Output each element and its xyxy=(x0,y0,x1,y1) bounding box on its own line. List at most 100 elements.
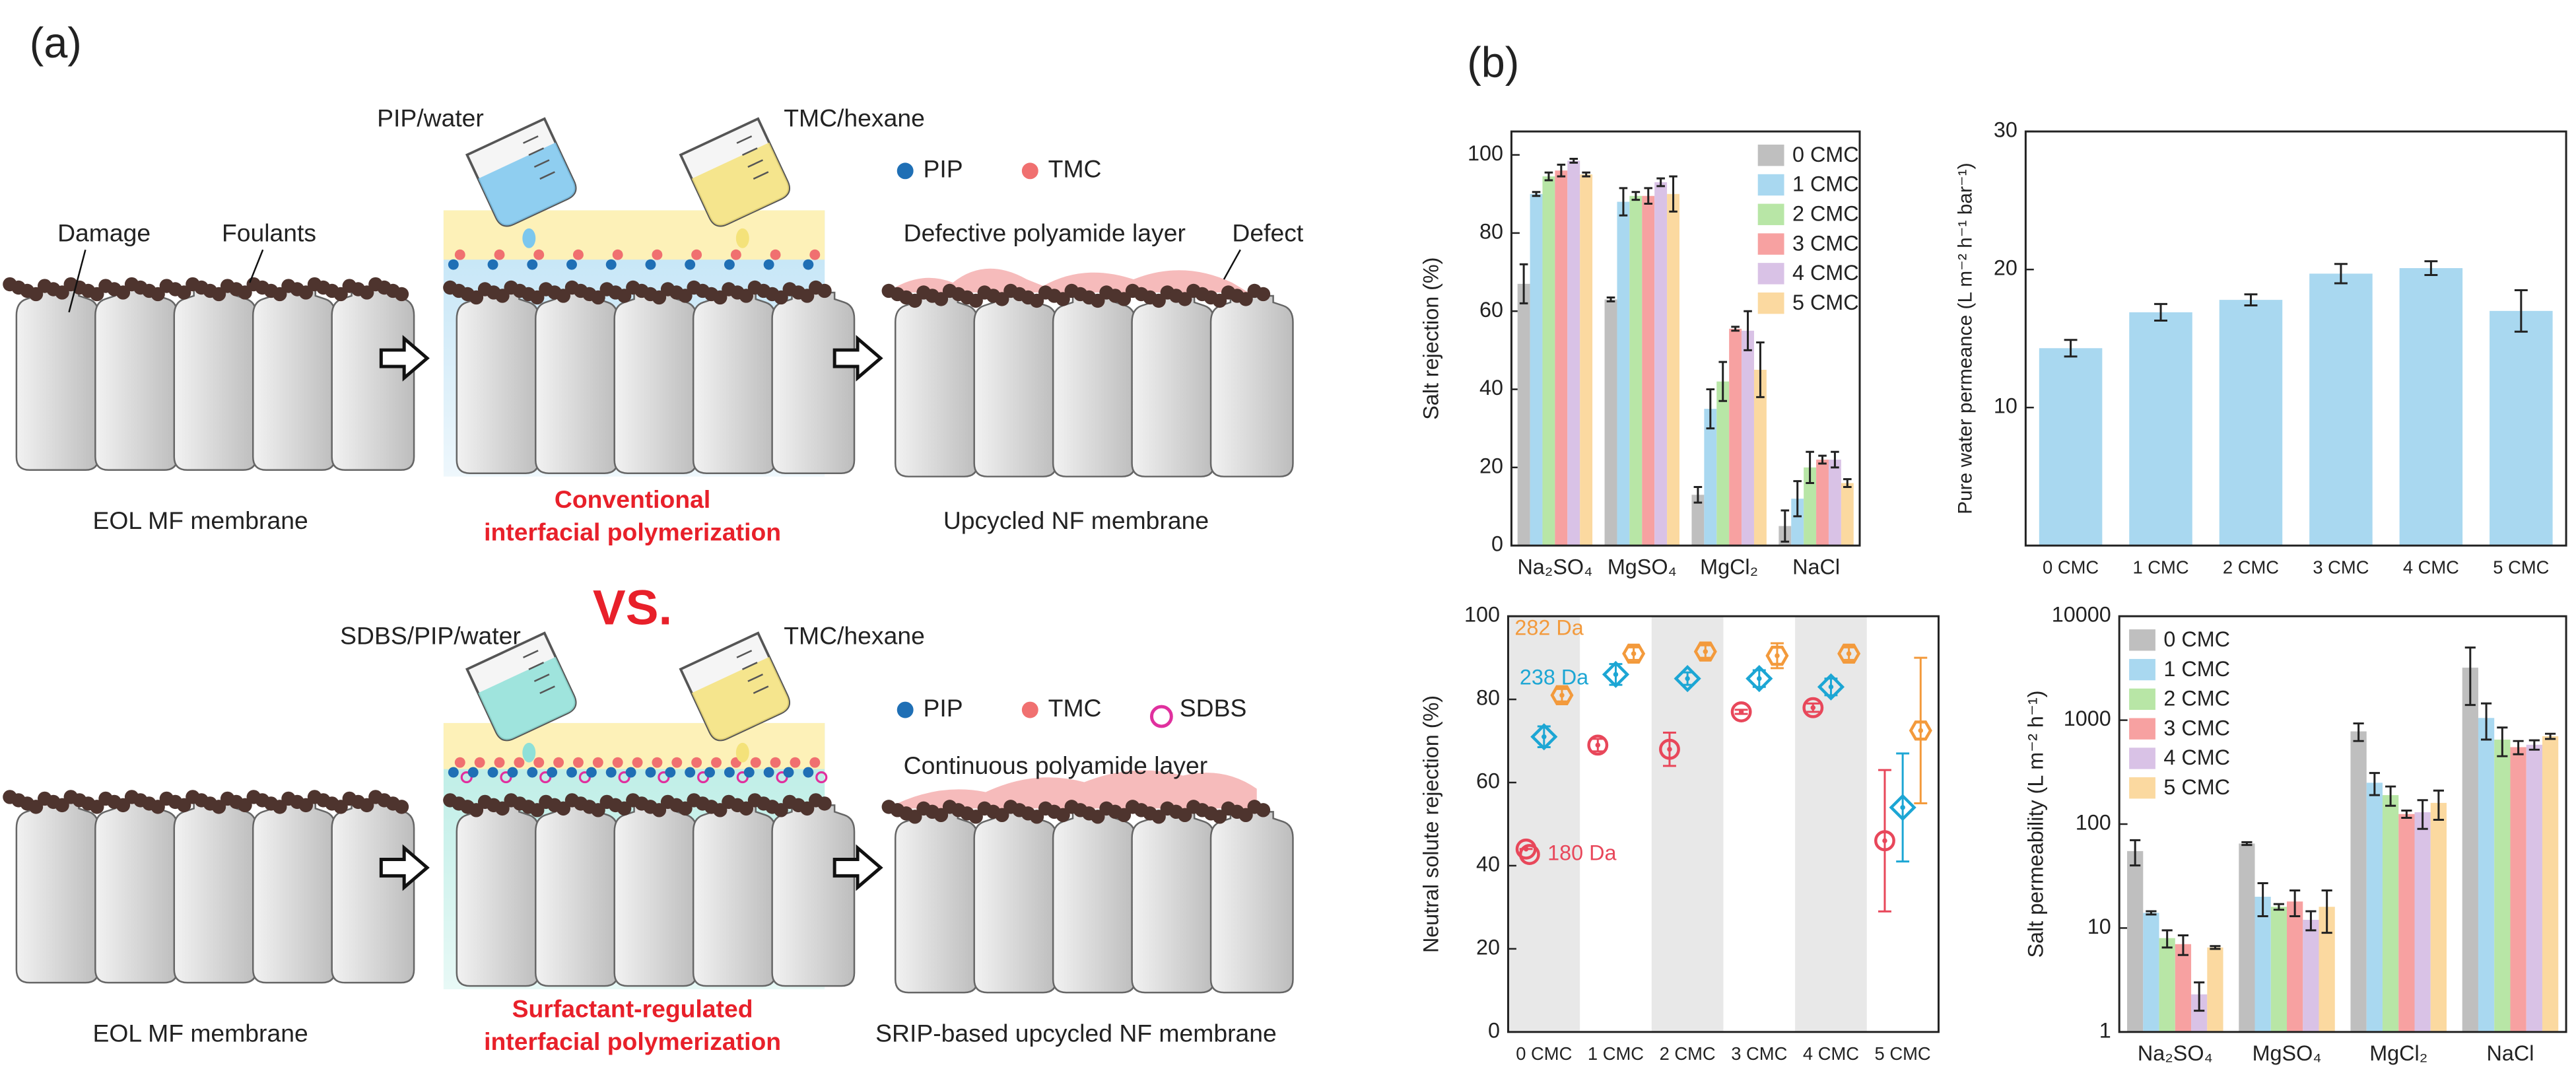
beaker-scale xyxy=(741,662,758,670)
beaker-scale xyxy=(736,650,753,658)
tmc-dot xyxy=(494,249,505,260)
beaker-scale xyxy=(523,650,539,658)
error-bar xyxy=(1519,263,1528,304)
error-bar xyxy=(1843,478,1852,488)
y-axis-label: Salt rejection (%) xyxy=(1419,258,1443,420)
versus: VS. xyxy=(593,579,672,635)
pillar xyxy=(15,288,100,471)
series-label: 282 Da xyxy=(1514,616,1583,640)
pip-dot xyxy=(803,767,814,778)
bar xyxy=(1742,330,1754,546)
beaker-scale xyxy=(533,674,550,682)
error-bar xyxy=(2369,772,2380,796)
tmc-dot xyxy=(652,757,663,768)
pip-dot xyxy=(763,259,774,270)
marker xyxy=(1518,844,1540,865)
bar xyxy=(2254,897,2271,1032)
annotation: Foulants xyxy=(222,219,316,247)
error-bar xyxy=(2417,799,2428,830)
error-bar xyxy=(1582,171,1590,178)
stage-label: Upcycled NF membrane xyxy=(943,506,1209,534)
bar xyxy=(2039,348,2103,546)
tmc-dot xyxy=(809,249,821,260)
y-tick-label: 40 xyxy=(1476,852,1500,876)
pillar xyxy=(771,291,856,474)
tmc-dot xyxy=(711,757,722,768)
error-bar xyxy=(1780,509,1790,543)
annotation: Continuous polyamide layer xyxy=(904,751,1207,779)
marker xyxy=(1530,723,1558,751)
error-bar xyxy=(1744,310,1752,351)
bar xyxy=(1841,483,1854,546)
error-bar xyxy=(2244,293,2258,306)
marker-center xyxy=(1775,653,1780,658)
foulant xyxy=(1256,287,1271,302)
pip-dot xyxy=(547,767,558,778)
foulant xyxy=(394,287,409,302)
y-tick-label: 40 xyxy=(1479,376,1503,400)
tmc-dot xyxy=(474,757,485,768)
error-bar xyxy=(1693,485,1703,504)
legend-label: 4 CMC xyxy=(1792,261,1859,285)
pillar xyxy=(613,804,698,987)
pip-dot xyxy=(803,259,814,270)
beaker xyxy=(465,117,577,227)
beaker xyxy=(679,631,790,742)
error-bar xyxy=(2433,789,2444,821)
pip-dot xyxy=(487,767,498,778)
legend-label: 5 CMC xyxy=(1792,291,1859,314)
legend-swatch xyxy=(1757,203,1784,225)
pip-dot xyxy=(487,259,498,270)
beaker-liquid xyxy=(478,656,576,740)
error-bar xyxy=(1557,163,1566,178)
tmc-dot xyxy=(553,757,564,768)
marker-center xyxy=(1918,728,1924,734)
y-tick-label: 30 xyxy=(1994,118,2017,142)
beaker-scale xyxy=(747,159,763,168)
legend-swatch xyxy=(1757,174,1784,196)
bar xyxy=(2287,901,2303,1032)
pip-dot xyxy=(685,259,696,270)
drop xyxy=(735,228,749,248)
drop xyxy=(522,228,536,248)
marker-center xyxy=(1882,838,1887,843)
error-bar xyxy=(1718,361,1728,402)
bar xyxy=(1816,460,1829,546)
tmc-dot xyxy=(592,757,603,768)
bar xyxy=(1704,409,1717,546)
marker-center xyxy=(1738,709,1744,714)
marker-center xyxy=(1703,648,1709,654)
pip-dot xyxy=(527,259,538,270)
beaker-scale xyxy=(736,135,753,144)
marker-center xyxy=(1757,676,1762,681)
marker xyxy=(1587,734,1609,756)
y-tick-label: 100 xyxy=(1464,603,1500,627)
error-bar xyxy=(2154,302,2167,322)
x-tick-label: 4 CMC xyxy=(2403,557,2459,577)
legend-swatch xyxy=(2129,718,2155,740)
x-tick-label: MgSO₄ xyxy=(2253,1041,2322,1065)
marker-center xyxy=(1846,651,1852,656)
marker xyxy=(1889,794,1916,821)
error-bar xyxy=(2064,339,2078,358)
schematic-art xyxy=(3,117,1294,994)
tmc-dot xyxy=(1021,162,1038,180)
beaker-scale xyxy=(741,147,758,156)
x-tick-label: Na₂SO₄ xyxy=(1517,555,1592,579)
y-tick-label: 100 xyxy=(2076,811,2111,835)
tmc-dot xyxy=(691,249,702,260)
error-bar xyxy=(2194,981,2205,1012)
pillar xyxy=(331,801,415,984)
bar xyxy=(2542,736,2559,1032)
tmc-dot xyxy=(770,249,781,260)
panel-label: (a) xyxy=(30,18,82,67)
x-tick-label: MgSO₄ xyxy=(1608,555,1677,579)
bar xyxy=(1804,467,1817,546)
legend-swatch xyxy=(2129,658,2155,681)
plot-frame xyxy=(1507,615,1940,1033)
tmc-dot xyxy=(533,249,545,260)
bar xyxy=(1828,460,1841,546)
beaker-scale xyxy=(753,171,769,180)
error-bar xyxy=(1669,175,1678,213)
error-bar xyxy=(2130,839,2141,867)
